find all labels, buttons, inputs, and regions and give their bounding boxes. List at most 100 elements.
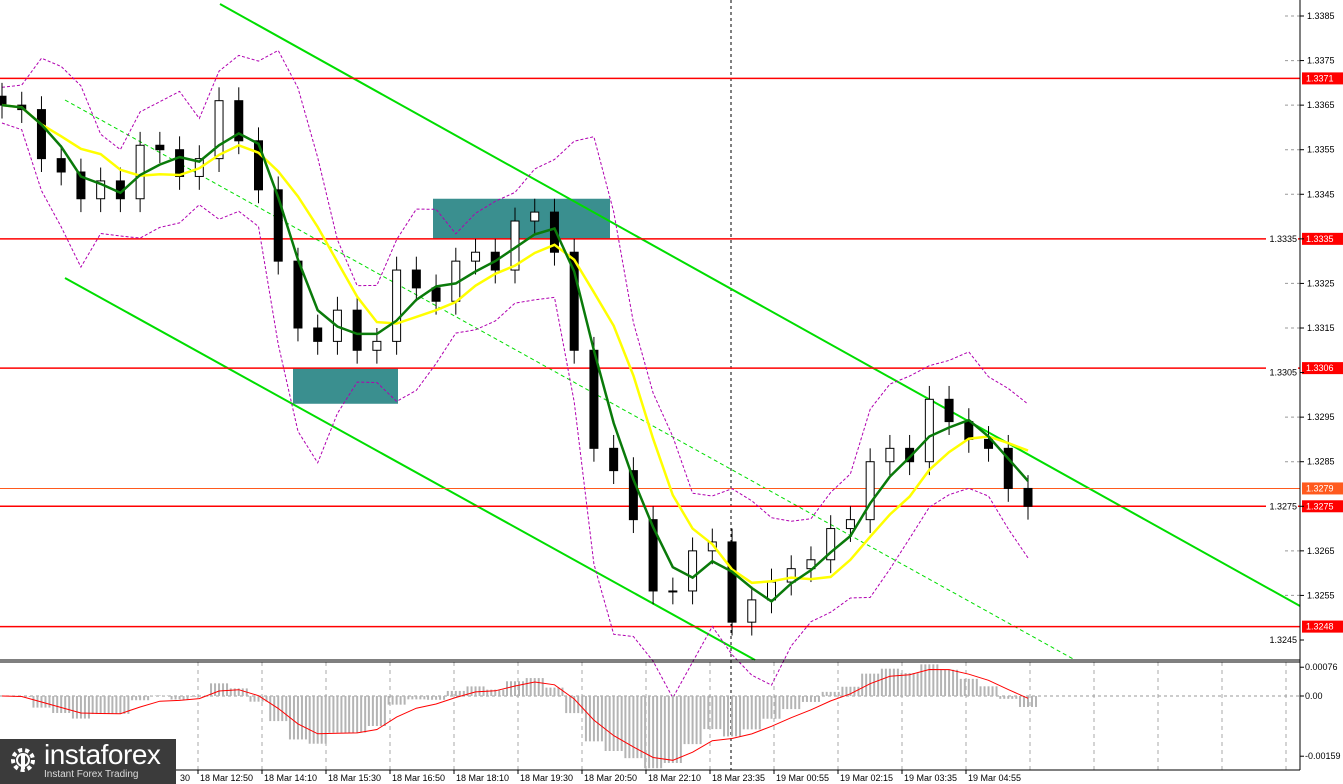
grid <box>197 0 1300 770</box>
price-tick-label: 1.3315 <box>1307 323 1335 333</box>
candle-body <box>293 260 303 329</box>
gear-logo-icon <box>11 748 35 772</box>
level-tag-label: 1.3248 <box>1306 622 1334 632</box>
level-tag-label: 1.3279 <box>1306 483 1334 493</box>
candle-body <box>628 470 638 521</box>
time-tick-label: 18 Mar 18:10 <box>456 773 509 783</box>
slow-moving-average <box>1 103 1029 585</box>
time-tick-label: 18 Mar 16:50 <box>392 773 445 783</box>
lower-band <box>1 122 1029 699</box>
candle-body <box>609 447 619 472</box>
price-tick-label-bg <box>1266 366 1298 379</box>
time-tick-label: 19 Mar 00:55 <box>776 773 829 783</box>
candle-body <box>569 251 579 351</box>
macd-tick-label: -0.00159 <box>1305 751 1341 761</box>
time-tick-label: 18 Mar 20:50 <box>584 773 637 783</box>
level-tag <box>1302 620 1343 633</box>
candle-body <box>786 568 796 583</box>
time-tick-label: 18 Mar 15:30 <box>328 773 381 783</box>
level-tag <box>1302 482 1343 495</box>
time-tick-label: 18 Mar 14:10 <box>264 773 317 783</box>
candle-body <box>944 398 954 423</box>
candle-body <box>727 541 737 623</box>
price-tick-label-bg <box>1266 633 1298 646</box>
macd-panel <box>0 664 1300 769</box>
price-tick-label-bg <box>1266 232 1298 245</box>
upper-band <box>1 49 1029 522</box>
level-tag <box>1302 232 1343 245</box>
time-tick-label: 19 Mar 02:15 <box>840 773 893 783</box>
candle-body <box>76 171 86 200</box>
candle-body <box>845 519 855 530</box>
channel-lower-line <box>64 277 756 661</box>
candle-body <box>313 327 323 342</box>
level-tag-label: 1.3306 <box>1306 363 1334 373</box>
price-tick-label: 1.3355 <box>1307 145 1335 155</box>
time-tick-label: 19 Mar 04:55 <box>968 773 1021 783</box>
candle-body <box>175 149 185 177</box>
bollinger-bands <box>1 49 1029 699</box>
candles <box>0 82 1033 636</box>
candle-body <box>471 251 481 262</box>
moving-averages <box>1 103 1029 603</box>
candle-body <box>273 189 283 262</box>
candle-body <box>905 447 915 463</box>
price-tick-label: 1.3295 <box>1307 412 1335 422</box>
time-tick-label: 19 Mar 03:35 <box>904 773 957 783</box>
price-tick-label: 1.3275 <box>1269 501 1297 511</box>
candle-body <box>826 528 836 561</box>
candle-body <box>36 109 46 160</box>
candle-body <box>865 461 875 521</box>
macd-tick-label: 0.00 <box>1305 691 1323 701</box>
support-zone <box>293 368 398 404</box>
candle-body <box>0 95 7 106</box>
price-tick-label: 1.3255 <box>1307 590 1335 600</box>
price-tick-label: 1.3365 <box>1307 100 1335 110</box>
price-tick-label: 1.3385 <box>1307 11 1335 21</box>
level-tag <box>1302 362 1343 375</box>
candle-body <box>155 144 165 151</box>
price-tick-label: 1.3335 <box>1269 234 1297 244</box>
candle-body <box>96 180 106 200</box>
price-tick-label: 1.3285 <box>1307 457 1335 467</box>
price-tick-label: 1.3265 <box>1307 546 1335 556</box>
candle-body <box>530 211 540 222</box>
time-tick-label: 30 <box>180 773 190 783</box>
candle-body <box>668 590 678 593</box>
time-tick-label: 18 Mar 12:50 <box>200 773 253 783</box>
candle-body <box>964 421 974 440</box>
macd-tick-label: 0.00076 <box>1305 662 1338 672</box>
price-tick-label: 1.3305 <box>1269 368 1297 378</box>
price-tick-label: 1.3375 <box>1307 56 1335 66</box>
channel-upper-line <box>219 3 1301 607</box>
time-tick-label: 18 Mar 23:35 <box>712 773 765 783</box>
candle-body <box>924 398 934 463</box>
macd-signal-line <box>1 668 1029 761</box>
candle-body <box>254 140 263 191</box>
level-tag <box>1302 500 1343 513</box>
candle-body <box>1023 487 1033 507</box>
logo-tagline: Instant Forex Trading <box>44 769 139 780</box>
resistance-zone <box>433 198 610 239</box>
level-tag-label: 1.3275 <box>1306 501 1334 511</box>
price-tick-label: 1.3325 <box>1307 278 1335 288</box>
candle-body <box>747 599 757 623</box>
candle-body <box>984 438 994 449</box>
candle-body <box>431 287 441 302</box>
logo-name: instaforex <box>44 739 161 770</box>
candle-body <box>411 269 421 289</box>
candle-body <box>648 519 658 592</box>
candle-body <box>1003 447 1013 489</box>
candle-body <box>707 541 717 552</box>
candle-body <box>392 269 402 342</box>
level-tag <box>1302 72 1343 85</box>
price-tick-label-bg <box>1266 500 1298 513</box>
candle-body <box>688 550 698 592</box>
trend-channel <box>64 3 1301 661</box>
level-tag-label: 1.3335 <box>1306 234 1334 244</box>
time-tick-label: 18 Mar 22:10 <box>648 773 701 783</box>
price-tick-label: 1.3345 <box>1307 189 1335 199</box>
levels: 1.3371 1.3335 1.3306 1.3279 1.3275 1.3248 <box>0 72 1343 633</box>
candle-body <box>885 447 895 463</box>
